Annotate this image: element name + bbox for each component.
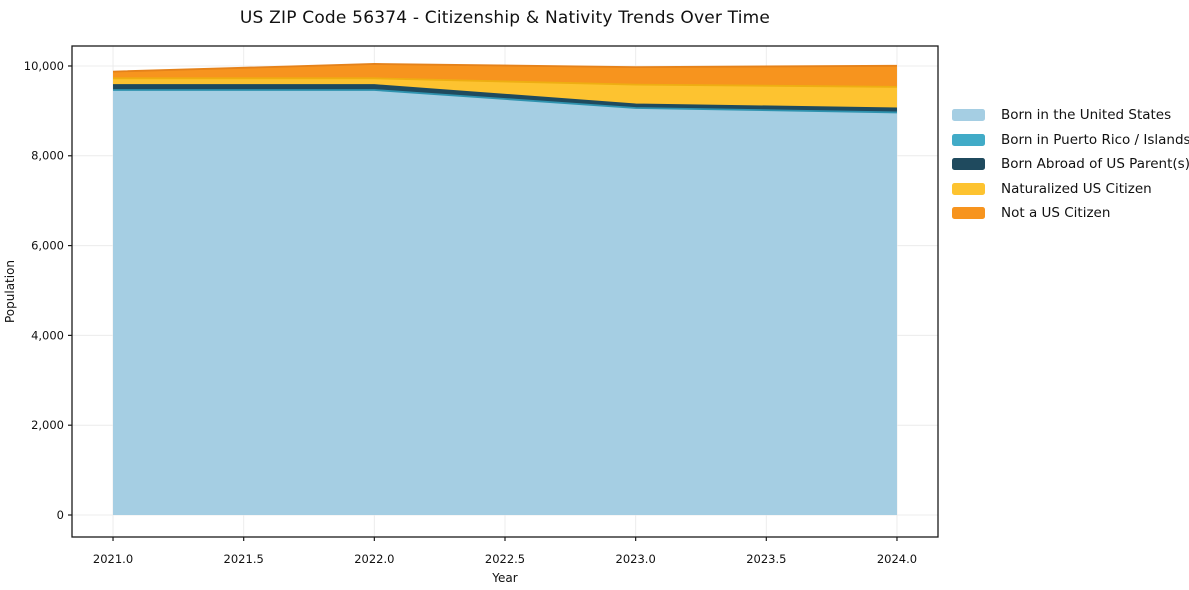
chart-title: US ZIP Code 56374 - Citizenship & Nativi…: [239, 8, 771, 28]
legend-label: Born Abroad of US Parent(s): [1001, 156, 1189, 173]
x-tick-label: 2023.0: [616, 552, 656, 566]
area-series-edge: [113, 84, 897, 110]
x-tick-label: 2024.0: [877, 552, 917, 566]
legend-label: Not a US Citizen: [1001, 205, 1111, 222]
x-tick-label: 2022.5: [485, 552, 525, 566]
legend-swatch: [952, 182, 985, 195]
x-axis-label: Year: [491, 571, 517, 585]
legend-item: Not a US Citizen: [952, 201, 1189, 226]
legend-item: Born in the United States: [952, 103, 1189, 128]
y-tick-label: 2,000: [31, 418, 64, 432]
y-axis-label: Population: [3, 260, 17, 323]
y-tick-label: 0: [57, 508, 64, 522]
y-tick-label: 8,000: [31, 149, 64, 163]
legend-item: Born in Puerto Rico / Islands: [952, 128, 1189, 153]
legend-label: Born in Puerto Rico / Islands: [1001, 131, 1189, 148]
area-series-edge: [113, 89, 897, 114]
y-tick-label: 10,000: [24, 59, 64, 73]
area-series-edge: [113, 63, 897, 73]
legend-swatch: [952, 109, 985, 122]
area-series: [113, 90, 897, 515]
x-tick-label: 2021.0: [93, 552, 133, 566]
legend-swatch: [952, 207, 985, 220]
legend-item: Born Abroad of US Parent(s): [952, 152, 1189, 177]
x-tick-label: 2021.5: [224, 552, 264, 566]
legend-label: Naturalized US Citizen: [1001, 180, 1152, 197]
legend-item: Naturalized US Citizen: [952, 177, 1189, 202]
y-tick-label: 6,000: [31, 238, 64, 252]
legend-swatch: [952, 158, 985, 171]
area-series: [113, 63, 897, 87]
legend-label: Born in the United States: [1001, 107, 1172, 124]
x-tick-label: 2023.5: [746, 552, 786, 566]
y-tick-label: 4,000: [31, 328, 64, 342]
legend: Born in the United States Born in Puerto …: [952, 103, 1189, 226]
legend-swatch: [952, 133, 985, 146]
area-series-edge: [113, 77, 897, 88]
x-tick-label: 2022.0: [354, 552, 394, 566]
